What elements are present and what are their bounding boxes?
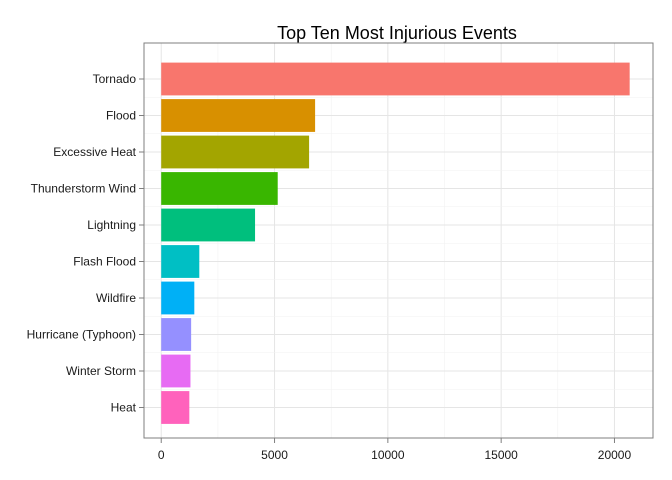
bar-lightning bbox=[161, 208, 256, 242]
bar-hurricane-typhoon bbox=[161, 318, 192, 351]
x-axis-tick-labels: 0 5000 10000 15000 20000 bbox=[158, 438, 632, 462]
bar-excessive-heat bbox=[161, 135, 310, 169]
y-category-label: Lightning bbox=[87, 218, 136, 232]
bar-tornado bbox=[161, 62, 630, 96]
y-category-label: Wildfire bbox=[96, 291, 136, 305]
bar-thunderstorm-wind bbox=[161, 172, 278, 205]
x-tick-label: 0 bbox=[158, 448, 165, 462]
x-tick-label: 5000 bbox=[261, 448, 288, 462]
x-tick-label: 10000 bbox=[371, 448, 405, 462]
y-category-label: Thunderstorm Wind bbox=[31, 182, 136, 196]
x-tick-label: 20000 bbox=[598, 448, 632, 462]
bar-flash-flood bbox=[161, 245, 200, 278]
y-axis-category-labels: Tornado Flood Excessive Heat Thunderstorm W… bbox=[27, 72, 144, 415]
chart-title: Top Ten Most Injurious Events bbox=[277, 23, 517, 43]
y-category-label: Heat bbox=[111, 401, 137, 415]
bar-heat bbox=[161, 391, 190, 424]
bar-winter-storm bbox=[161, 354, 191, 388]
plot-panel-border bbox=[143, 42, 654, 439]
y-category-label: Flood bbox=[106, 109, 136, 123]
y-category-label: Winter Storm bbox=[66, 364, 136, 378]
y-category-label: Flash Flood bbox=[73, 255, 136, 269]
y-category-label: Hurricane (Typhoon) bbox=[27, 328, 136, 342]
x-tick-label: 15000 bbox=[484, 448, 518, 462]
bar-flood bbox=[161, 99, 316, 132]
bar-wildfire bbox=[161, 281, 195, 315]
y-category-label: Tornado bbox=[93, 72, 137, 86]
y-category-label: Excessive Heat bbox=[53, 145, 136, 159]
bar-layer bbox=[161, 62, 630, 424]
